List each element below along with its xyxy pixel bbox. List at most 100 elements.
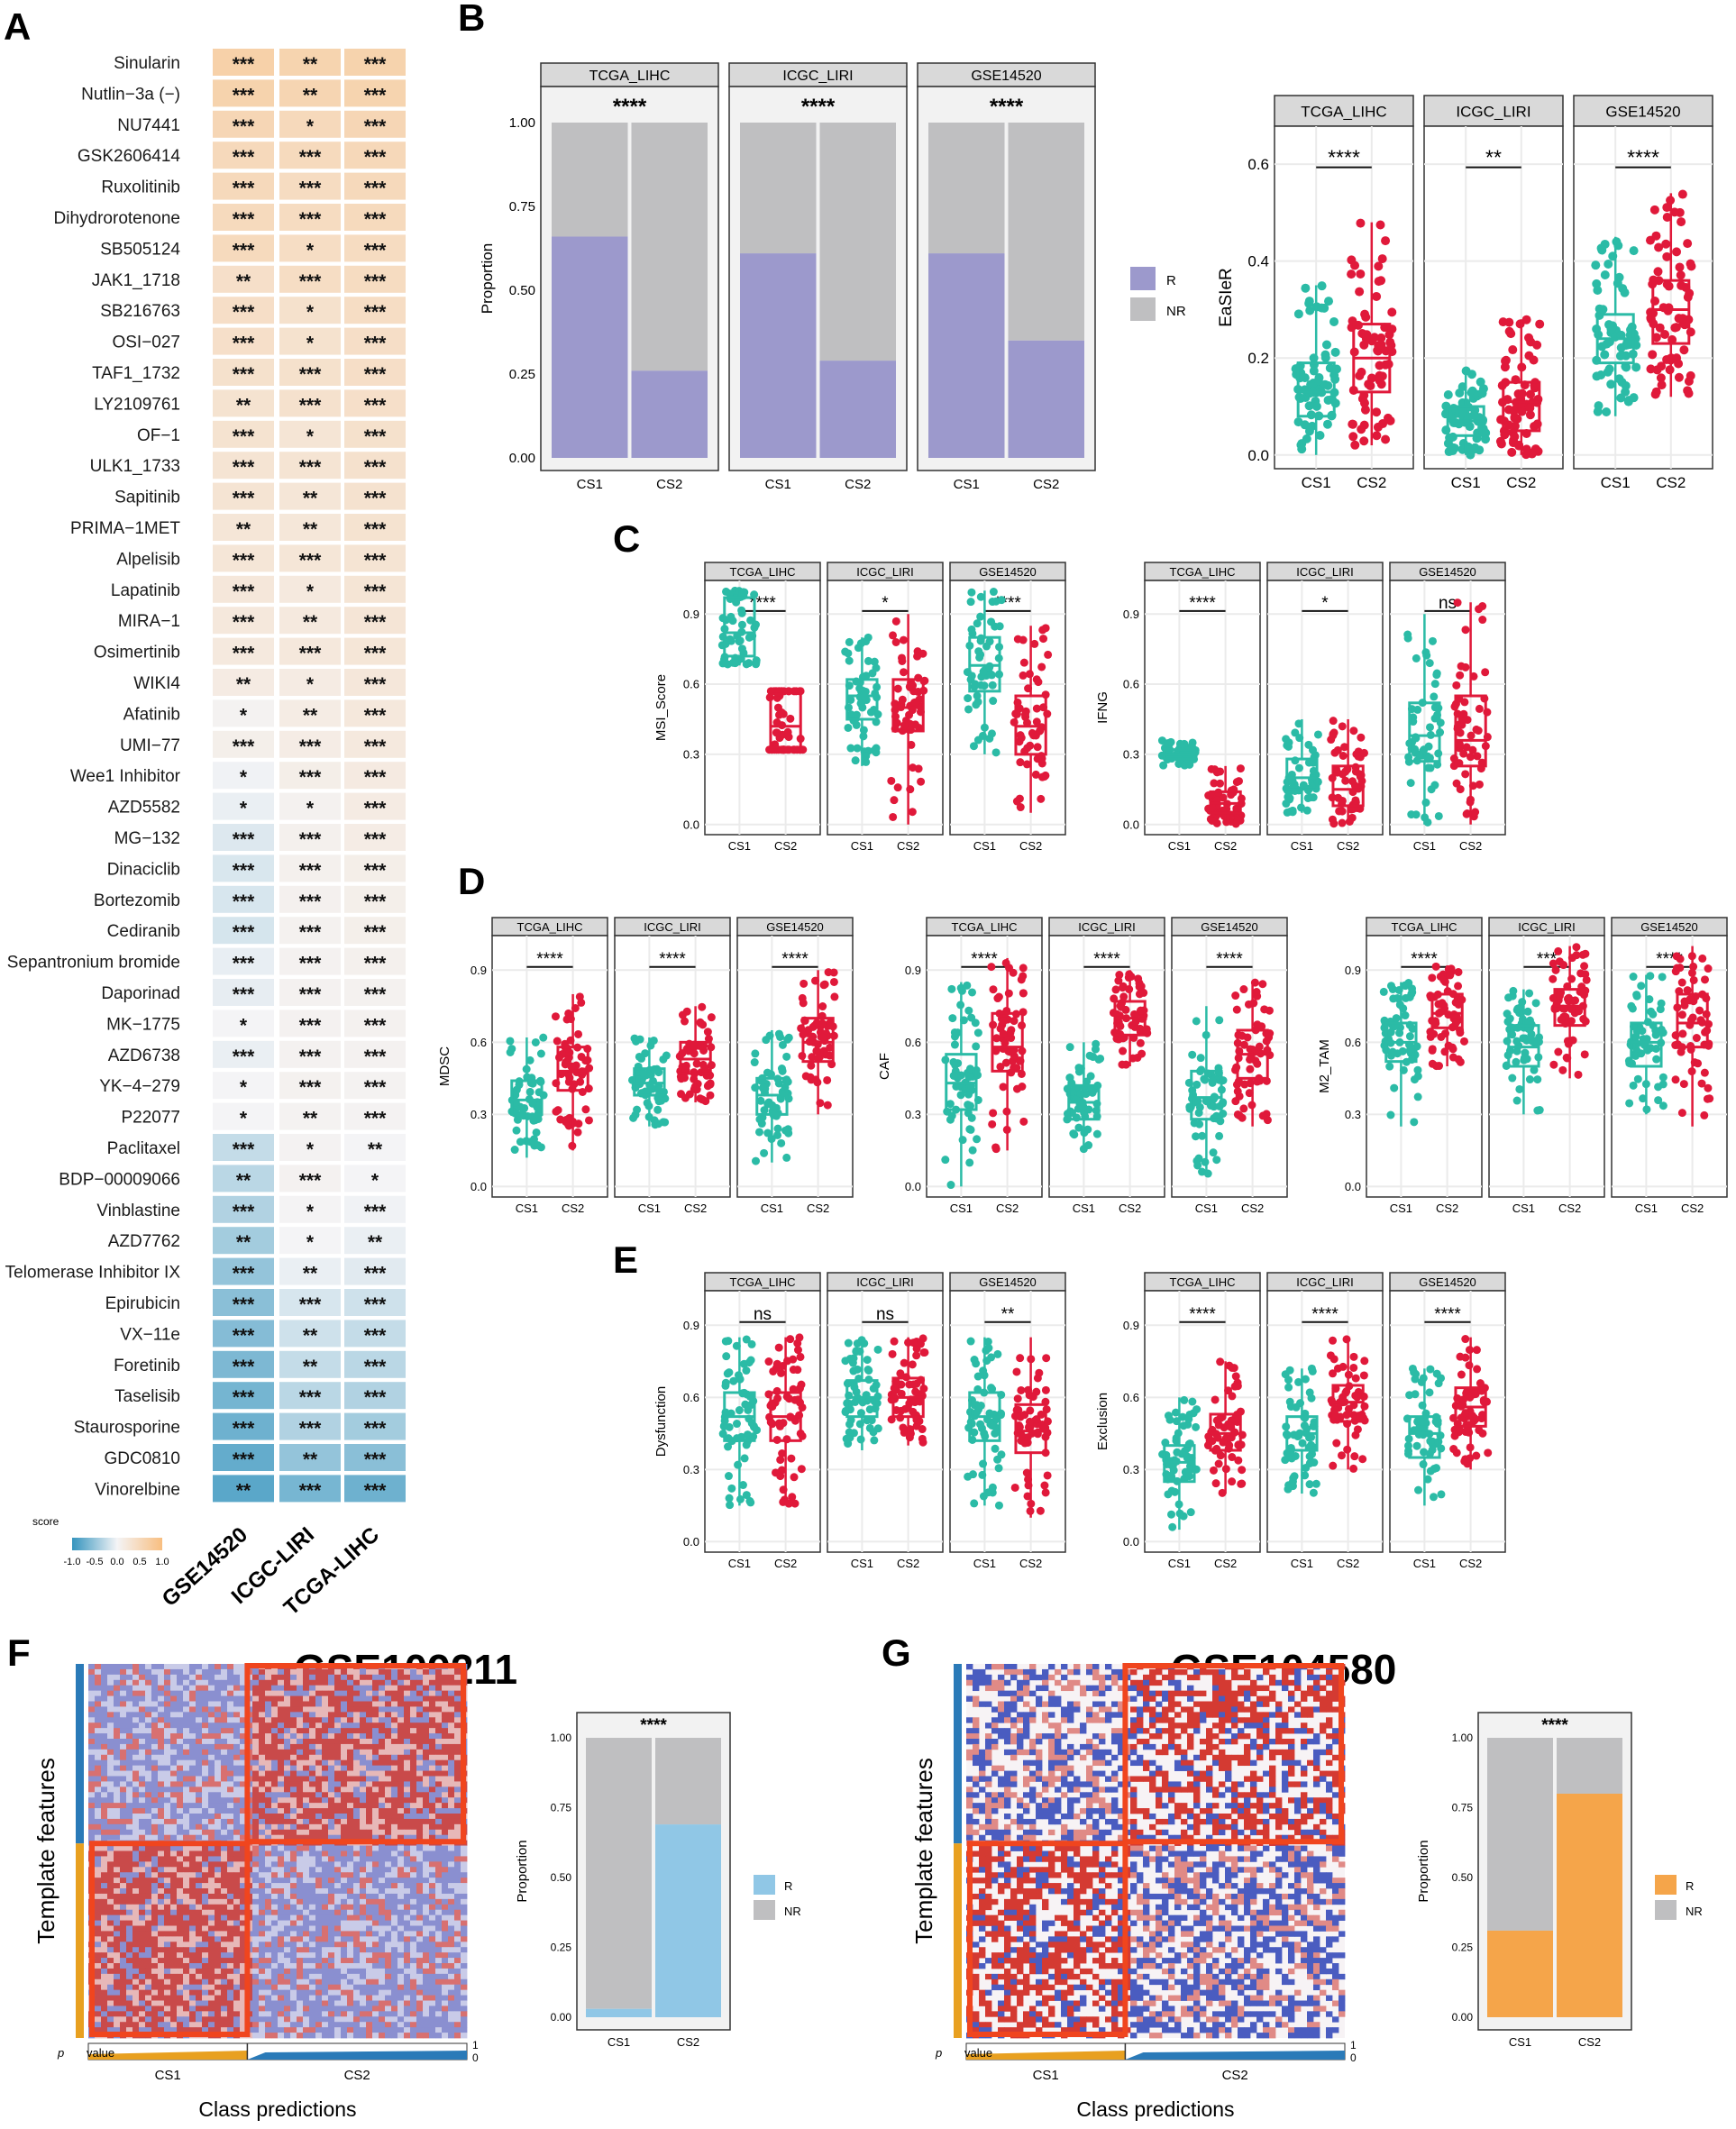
heat-cell	[259, 1685, 266, 1692]
data-point	[1349, 1352, 1358, 1361]
heat-cell	[221, 1674, 228, 1681]
drug-label: Staurosporine	[74, 1419, 180, 1438]
heat-cell	[429, 1728, 436, 1734]
data-point	[908, 1360, 917, 1369]
bar-nr	[631, 123, 708, 371]
heat-cell	[208, 1749, 215, 1756]
heat-cell	[315, 1674, 323, 1681]
heat-cell	[271, 1754, 279, 1761]
data-point	[863, 1356, 872, 1365]
data-point	[1597, 245, 1607, 255]
sig-label: ***	[299, 860, 322, 881]
heat-cell	[139, 1668, 146, 1676]
data-point	[1401, 1011, 1410, 1020]
heat-cell	[397, 1685, 405, 1692]
heat-cell	[442, 1722, 449, 1729]
heat-cell	[290, 1685, 297, 1692]
data-point	[1649, 205, 1659, 215]
data-point	[1602, 407, 1612, 417]
heat-cell	[158, 1739, 165, 1745]
heat-cell	[454, 1728, 461, 1734]
data-point	[1481, 668, 1490, 677]
data-point	[920, 1348, 929, 1357]
drug-label: Vinblastine	[96, 1202, 180, 1220]
heat-cell	[410, 1712, 417, 1718]
sig-label: ***	[299, 1480, 322, 1501]
heat-cell	[202, 1722, 209, 1729]
heat-cell	[410, 1754, 417, 1761]
x-tick-label: CS1	[1413, 1557, 1436, 1570]
data-point	[1219, 1438, 1228, 1447]
data-point	[1246, 1064, 1255, 1074]
heat-cell	[145, 1668, 152, 1676]
data-point	[1510, 432, 1520, 442]
heat-cell	[416, 1754, 424, 1761]
data-point	[1405, 1032, 1414, 1041]
heat-cell	[177, 1712, 184, 1718]
heat-cell	[158, 1749, 165, 1756]
data-point	[1503, 420, 1513, 430]
x-tick-label: CS2	[684, 1202, 707, 1215]
heat-cell	[88, 1685, 96, 1692]
heat-cell	[265, 1712, 272, 1718]
heat-cell	[107, 1674, 114, 1681]
data-point	[851, 756, 860, 765]
heat-cell	[416, 1728, 424, 1734]
heat-cell	[366, 1679, 373, 1686]
heat-cell	[328, 1695, 335, 1702]
heat-cell	[385, 1706, 392, 1713]
heat-cell	[170, 1743, 178, 1750]
colorbar-tick: 0.5	[132, 1557, 146, 1567]
heat-cell	[303, 1749, 310, 1756]
heat-cell	[344, 142, 406, 169]
heat-cell	[372, 1717, 379, 1723]
data-point	[941, 1156, 950, 1165]
heat-cell	[303, 1706, 310, 1713]
heat-cell	[158, 1690, 165, 1696]
heat-cell	[344, 1072, 406, 1100]
heat-cell	[344, 482, 406, 510]
heat-cell	[423, 1701, 430, 1707]
heat-cell	[423, 1743, 430, 1750]
heat-cell	[221, 1728, 228, 1734]
heat-cell	[334, 1695, 342, 1702]
data-point	[1015, 794, 1024, 803]
heat-cell	[404, 1674, 411, 1681]
heat-cell	[397, 1717, 405, 1723]
data-point	[1321, 340, 1331, 350]
heat-cell	[315, 1679, 323, 1686]
heat-cell	[158, 1743, 165, 1750]
heat-cell	[202, 1674, 209, 1681]
sig-label: *	[306, 1139, 315, 1160]
heat-cell	[328, 1717, 335, 1723]
data-point	[1684, 376, 1694, 386]
data-point	[1467, 1412, 1476, 1421]
data-point	[1661, 239, 1671, 249]
sig-label: ***	[364, 829, 387, 850]
data-point	[1372, 431, 1382, 441]
heat-cell	[416, 1690, 424, 1696]
data-point	[918, 1438, 927, 1447]
data-point	[1351, 1391, 1360, 1400]
data-point	[1679, 1080, 1688, 1089]
data-point	[534, 1141, 543, 1150]
sig-label: **	[303, 1449, 318, 1470]
heat-cell	[227, 1706, 234, 1713]
heat-cell	[164, 1733, 171, 1740]
heat-cell	[397, 1668, 405, 1676]
data-point	[950, 1040, 959, 1049]
drug-label: Dinaciclib	[107, 860, 180, 879]
data-point	[1358, 1455, 1367, 1464]
data-point	[967, 1013, 976, 1022]
sig-label: **	[303, 612, 318, 633]
heat-cell	[442, 1668, 449, 1676]
data-point	[951, 1061, 960, 1070]
heat-cell	[177, 1754, 184, 1761]
heat-cell	[164, 1668, 171, 1676]
heat-cell	[303, 1733, 310, 1740]
sig-label: ***	[364, 1046, 387, 1067]
heat-cell	[151, 1674, 159, 1681]
sig-label: ***	[364, 1357, 387, 1377]
data-point	[972, 700, 981, 709]
data-point	[948, 1014, 957, 1023]
